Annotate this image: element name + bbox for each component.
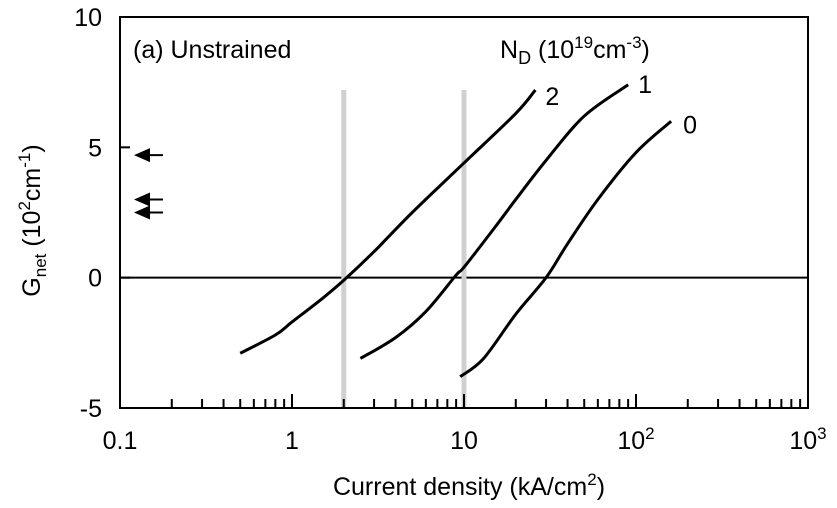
x-tick-label-base: 0.1 (103, 427, 138, 455)
panel-label: (a) Unstrained (133, 36, 291, 64)
x-axis-title-main: Current density (kA/cm (333, 473, 587, 501)
x-tick-label-exponent: 3 (817, 424, 826, 443)
y-axis-title-rest: (10 (18, 211, 46, 254)
y-axis-title-end: ) (18, 144, 46, 152)
x-tick-label: 1 (285, 427, 299, 455)
y-axis-title-main: G (18, 277, 46, 296)
y-axis-title-sup2: -1 (15, 153, 34, 168)
x-tick-label-base: 10 (789, 427, 817, 455)
legend-title-sub: D (518, 48, 531, 68)
x-tick-label-base: 1 (285, 427, 299, 455)
y-axis-title: Gnet (102cm-1) (15, 144, 50, 296)
curve-label-1: 1 (638, 71, 652, 99)
x-tick-label: 10 (450, 427, 478, 455)
y-axis-title-sub: net (31, 253, 50, 277)
arrow-head (134, 148, 150, 163)
legend-title-rest: (10 (531, 36, 574, 64)
legend-title-sup1: 19 (574, 33, 593, 52)
curve-nd-0 (459, 120, 673, 378)
y-axis-title-sup1: 2 (15, 201, 34, 210)
y-tick-label: 5 (88, 134, 102, 162)
curve-nd-2 (239, 89, 537, 355)
x-tick-label-exponent: 2 (645, 424, 654, 443)
curves: 2 1 0 (239, 71, 697, 378)
x-tick-label: 103 (789, 424, 826, 455)
curve-label-2: 2 (545, 83, 559, 111)
marker-arrows (134, 148, 163, 220)
curve-nd-1 (359, 83, 630, 360)
x-tick-label-base: 10 (617, 427, 645, 455)
arrow-marker (134, 148, 163, 163)
arrow-marker (134, 192, 163, 207)
x-tick-label-base: 10 (450, 427, 478, 455)
y-axis-title-unit: cm (18, 168, 46, 201)
legend-title-unit: cm (593, 36, 626, 64)
y-tick-label: 10 (74, 4, 102, 32)
y-tick-label: -5 (80, 395, 102, 423)
arrow-head (134, 205, 150, 220)
x-axis-title-sup: 2 (587, 470, 596, 489)
x-axis-title: Current density (kA/cm2) (333, 470, 605, 501)
legend-title-sup2: -3 (626, 33, 641, 52)
reference-lines (120, 89, 808, 408)
legend-title-main: N (500, 36, 518, 64)
x-axis-title-end: ) (597, 473, 605, 501)
curve-label-0: 0 (683, 111, 697, 139)
x-tick-label: 0.1 (103, 427, 138, 455)
legend-title-end: ) (642, 36, 650, 64)
legend-title: ND (1019cm-3) (500, 33, 650, 68)
x-tick-label: 102 (617, 424, 654, 455)
y-tick-label: 0 (88, 265, 102, 293)
arrow-marker (134, 205, 163, 220)
arrow-head (134, 192, 150, 207)
